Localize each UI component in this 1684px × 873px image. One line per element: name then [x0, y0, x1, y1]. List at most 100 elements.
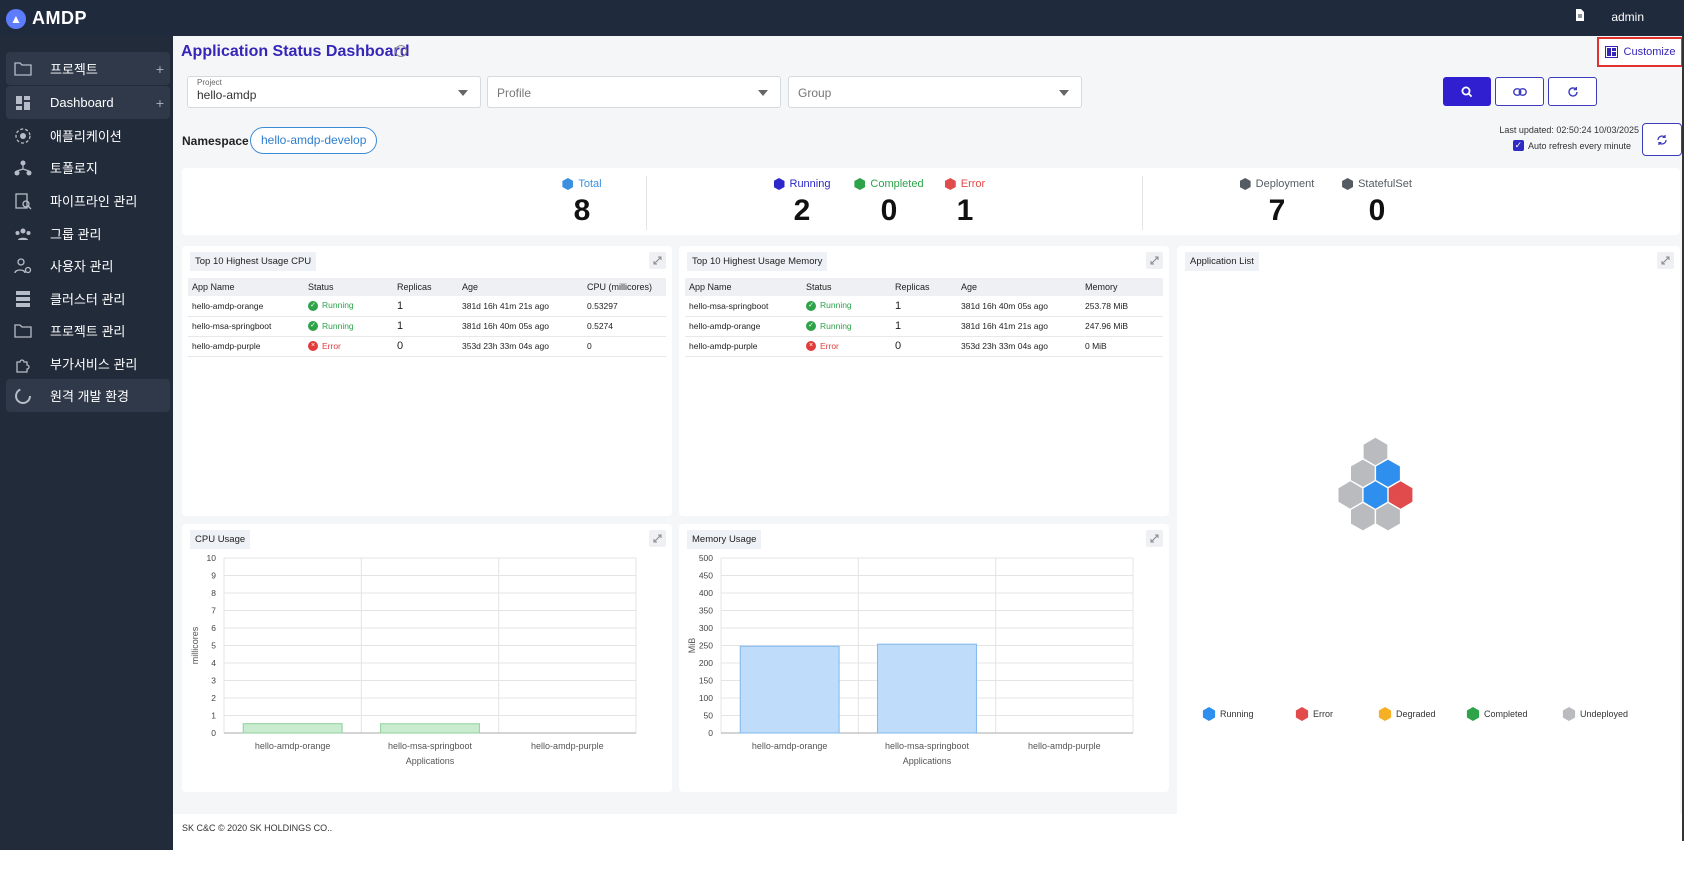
app-hex-error[interactable] [1388, 481, 1413, 509]
table-row[interactable]: hello-amdp-purple × Error 0 353d 23h 33m 04s… [188, 336, 666, 357]
sidebar-item-3[interactable]: 토폴로지 [6, 151, 170, 184]
legend-item-undeployed: Undeployed [1562, 707, 1628, 721]
sidebar-item-label: 애플리케이션 [50, 129, 122, 144]
user-menu[interactable]: admin [1611, 9, 1644, 24]
stat-completed-value: 0 [880, 194, 898, 227]
table-header-cell[interactable]: Memory [1081, 278, 1163, 296]
stat-error: Error 1 [930, 178, 1000, 228]
sidebar-item-label: Dashboard [50, 95, 114, 110]
table-cell: 1 [891, 316, 957, 337]
sidebar-item-5[interactable]: 그룹 관리 [6, 217, 170, 250]
y-tick-label: 8 [211, 588, 216, 598]
app-logo[interactable]: ▲ AMDP [6, 8, 87, 29]
sidebar-item-10[interactable]: 원격 개발 환경 [6, 379, 170, 412]
y-tick-label: 500 [699, 553, 713, 563]
project-folder-icon [13, 322, 33, 340]
plus-icon[interactable]: + [155, 60, 164, 77]
sidebar-item-2[interactable]: 애플리케이션 [6, 119, 170, 152]
app-hex-undeployed[interactable] [1376, 503, 1400, 531]
reset-button[interactable] [1548, 77, 1597, 106]
document-icon[interactable] [1575, 9, 1585, 24]
sidebar-item-6[interactable]: 사용자 관리 [6, 249, 170, 282]
sidebar-item-9[interactable]: 부가서비스 관리 [6, 347, 170, 380]
table-header-cell[interactable]: Status [304, 278, 393, 296]
table-row[interactable]: hello-amdp-orange ✓ Running 1 381d 16h 41m 2… [685, 316, 1163, 337]
table-row[interactable]: hello-msa-springboot ✓ Running 1 381d 16h 40… [188, 316, 666, 337]
table-cell: 381d 16h 40m 05s ago [458, 316, 583, 337]
status-text: Error [820, 340, 839, 351]
group-select[interactable]: Group [788, 76, 1082, 108]
completed-hex-icon [854, 178, 866, 190]
sidebar-item-8[interactable]: 프로젝트 관리 [6, 314, 170, 347]
table-header-cell[interactable]: CPU (millicores) [583, 278, 666, 296]
table-cell: hello-amdp-orange [685, 316, 802, 337]
expand-icon[interactable] [649, 252, 666, 269]
expand-icon[interactable] [1146, 252, 1163, 269]
expand-icon[interactable] [1657, 252, 1674, 269]
table-header-cell[interactable]: Age [957, 278, 1081, 296]
manual-refresh-button[interactable] [1642, 123, 1682, 156]
info-icon[interactable]: i [395, 45, 407, 57]
x-tick-label: hello-amdp-orange [752, 741, 828, 751]
search-button[interactable] [1443, 77, 1491, 106]
profile-select[interactable]: Profile [487, 76, 781, 108]
customize-button[interactable]: Customize [1597, 37, 1683, 67]
addon-service-icon [13, 355, 33, 373]
y-tick-label: 250 [699, 641, 713, 651]
table-row[interactable]: hello-amdp-purple × Error 0 353d 23h 33m 04s… [685, 336, 1163, 357]
sidebar-item-1[interactable]: Dashboard + [6, 86, 170, 119]
footer-text: SK C&C © 2020 SK HOLDINGS CO.. [182, 823, 333, 833]
y-tick-label: 10 [207, 553, 217, 563]
table-header-cell[interactable]: Status [802, 278, 891, 296]
stat-running-value: 2 [793, 194, 811, 227]
table-header-cell[interactable]: App Name [685, 278, 802, 296]
stat-completed-label: Completed [870, 178, 924, 190]
table-cell: 381d 16h 41m 21s ago [458, 296, 583, 317]
link-button[interactable] [1495, 77, 1544, 106]
app-hex-undeployed[interactable] [1363, 437, 1388, 466]
divider [1142, 176, 1143, 230]
table-header-cell[interactable]: App Name [188, 278, 304, 296]
group-icon [13, 225, 33, 243]
error-hex-icon [944, 178, 956, 190]
table-header-cell[interactable]: Replicas [891, 278, 957, 296]
stat-error-value: 1 [956, 194, 974, 227]
footer: SK C&C © 2020 SK HOLDINGS CO.. [173, 814, 1684, 850]
checkbox-checked-icon[interactable]: ✓ [1512, 140, 1524, 151]
sidebar-item-7[interactable]: 클러스터 관리 [6, 282, 170, 315]
app-hex-undeployed[interactable] [1351, 459, 1375, 487]
auto-refresh-toggle[interactable]: ✓ Auto refresh every minute [1512, 140, 1631, 151]
plus-icon[interactable]: + [155, 94, 164, 111]
y-tick-label: 0 [708, 728, 713, 738]
app-hex-undeployed[interactable] [1351, 503, 1375, 531]
table-cell: hello-amdp-purple [188, 336, 304, 357]
error-circle-icon: × [806, 341, 816, 352]
app-hex-running[interactable] [1363, 481, 1388, 509]
namespace-chip[interactable]: hello-amdp-develop [250, 127, 378, 154]
app-hex-undeployed[interactable] [1338, 481, 1363, 509]
table-cell: 247.96 MiB [1081, 316, 1163, 337]
scrollbar-edge[interactable] [1682, 36, 1684, 841]
table-header-cell[interactable]: Replicas [393, 278, 458, 296]
y-axis-label: MiB [687, 638, 697, 654]
x-tick-label: hello-msa-springboot [388, 741, 473, 751]
table-header-cell[interactable]: Age [458, 278, 583, 296]
sidebar-item-0[interactable]: 프로젝트 + [6, 52, 170, 85]
search-icon [1461, 86, 1473, 97]
table-row[interactable]: hello-amdp-orange ✓ Running 1 381d 16h 41m 2… [188, 296, 666, 317]
status-cell: ✓ Running [304, 316, 393, 337]
stat-total-label: Total [578, 178, 602, 190]
status-cell: × Error [802, 336, 891, 357]
application-list-panel: Application List Running Error Degraded Com… [1177, 246, 1680, 834]
sidebar-item-4[interactable]: 파이프라인 관리 [6, 184, 170, 217]
x-tick-label: hello-msa-springboot [885, 741, 970, 751]
y-tick-label: 200 [699, 658, 713, 668]
stat-total-value: 8 [573, 194, 591, 227]
project-select[interactable]: Project hello-amdp [187, 76, 481, 108]
app-hex-running[interactable] [1376, 459, 1400, 487]
expand-icon[interactable] [649, 530, 666, 547]
x-tick-label: hello-amdp-purple [1028, 741, 1101, 751]
table-cell: hello-amdp-purple [685, 336, 802, 357]
expand-icon[interactable] [1146, 530, 1163, 547]
table-row[interactable]: hello-msa-springboot ✓ Running 1 381d 16h 40… [685, 296, 1163, 317]
